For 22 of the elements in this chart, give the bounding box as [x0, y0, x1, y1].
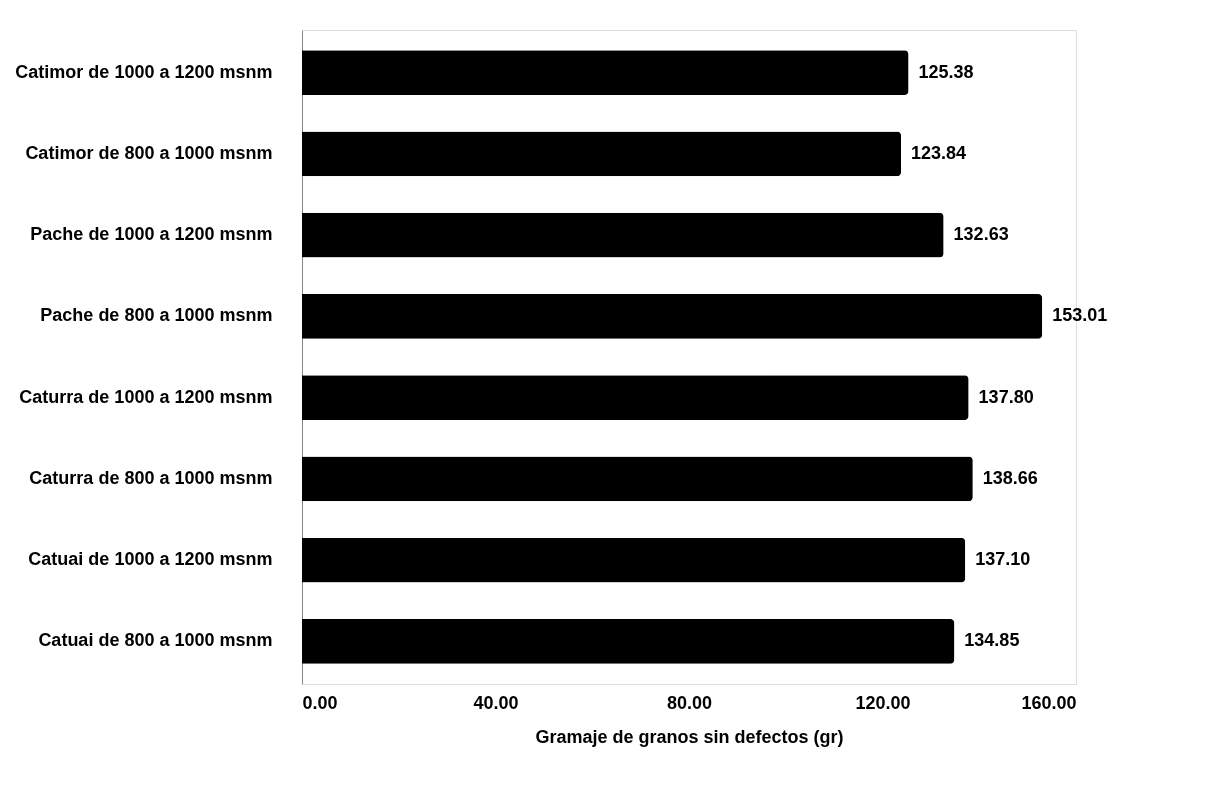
x-axis-title: Gramaje de granos sin defectos (gr): [535, 726, 844, 747]
y-tick-label: Pache de 800 a 1000 msnm: [40, 305, 273, 326]
data-label: 138.66: [982, 467, 1038, 488]
y-tick-label: Pache de 1000 a 1200 msnm: [30, 224, 273, 245]
x-tick-label: 120.00: [855, 692, 911, 713]
y-tick-label: Catimor de 800 a 1000 msnm: [25, 142, 273, 163]
data-label: 123.84: [911, 142, 967, 163]
x-tick-label: 80.00: [666, 692, 713, 713]
y-tick-label: Caturra de 800 a 1000 msnm: [29, 467, 273, 488]
data-label: 132.63: [953, 224, 1009, 245]
y-tick-label: Catuai de 800 a 1000 msnm: [38, 630, 273, 651]
y-tick-label: Caturra de 1000 a 1200 msnm: [19, 386, 273, 407]
x-tick-label: 40.00: [473, 692, 519, 713]
y-tick-label: Catimor de 1000 a 1200 msnm: [15, 61, 273, 82]
x-tick-label: 0.00: [302, 692, 338, 713]
data-label: 137.10: [975, 549, 1031, 570]
data-label: 134.85: [964, 630, 1020, 651]
data-label: 153.01: [1052, 305, 1108, 326]
data-label: 125.38: [918, 61, 974, 82]
y-tick-label: Catuai de 1000 a 1200 msnm: [28, 549, 273, 570]
x-tick-label: 160.00: [1021, 692, 1077, 713]
data-label: 137.80: [978, 386, 1034, 407]
